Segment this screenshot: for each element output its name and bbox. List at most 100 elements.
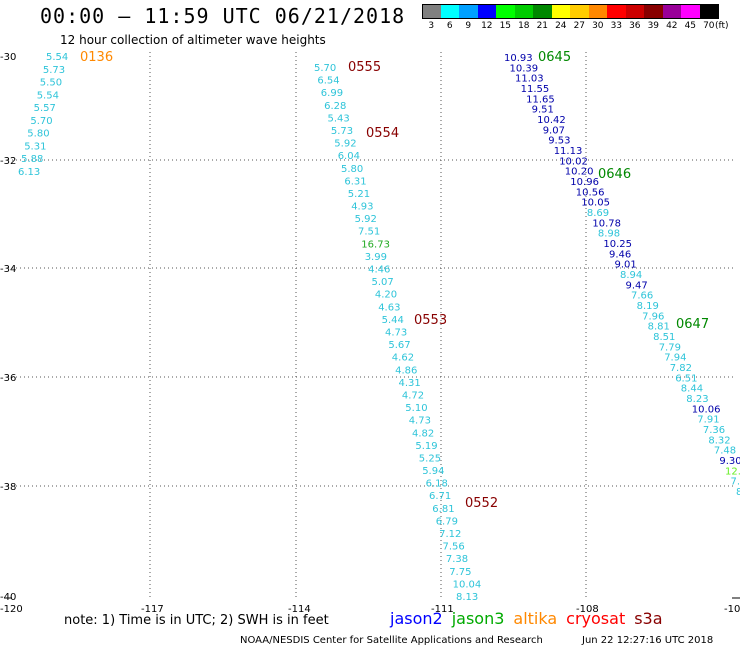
cryosat-wave-height: 4.82 (412, 428, 434, 439)
jason3-wave-height: 7.91 (697, 415, 719, 426)
jason3-wave-height: 10.42 (537, 115, 566, 126)
legend-swatch (570, 4, 589, 19)
lon-tick-label: -108 (576, 604, 599, 615)
footer-note: note: 1) Time is in UTC; 2) SWH is in fe… (64, 613, 329, 628)
cryosat-wave-height: 4.93 (351, 202, 373, 213)
legend-label: 30 (592, 21, 604, 31)
cryosat-wave-height: 10.04 (453, 579, 482, 590)
cryosat-wave-height: 7.12 (439, 529, 461, 540)
page-title: 00:00 – 11:59 UTC 06/21/2018 (40, 4, 406, 28)
cryosat-wave-height: 6.71 (429, 491, 451, 502)
legend-label: 36 (629, 21, 641, 31)
satellite-legend: jason2 jason3 altika cryosat s3a (390, 609, 672, 628)
cryosat-wave-height: 5.25 (419, 454, 441, 465)
cryosat-wave-height: 7.75 (449, 567, 471, 578)
cryosat-wave-height: 8.13 (456, 592, 478, 603)
altika-wave-height: 5.70 (30, 116, 52, 127)
cryosat-wave-height: 6.18 (426, 479, 448, 490)
jason3-wave-height: 10.20 (565, 167, 594, 178)
lon-tick-label: -111 (431, 604, 454, 615)
jason3-wave-height: 7.94 (664, 353, 686, 364)
legend-label: 3 (428, 21, 435, 31)
cryosat-wave-height: 5.07 (372, 277, 394, 288)
legend-unit: (ft) (715, 21, 729, 31)
jason3-wave-height: 9.47 (626, 280, 648, 291)
jason3-wave-height: 11.65 (526, 94, 555, 105)
cryosat-wave-height: 6.81 (432, 504, 454, 515)
cryosat-wave-height: 4.62 (392, 353, 414, 364)
jason3-wave-height: 10.96 (570, 177, 599, 188)
cryosat-wave-height: 16.73 (361, 239, 390, 250)
cryosat-wave-height: 4.31 (399, 378, 421, 389)
jason3-wave-height: 7.79 (659, 342, 681, 353)
legend-swatch (588, 4, 608, 19)
pass-time-label: 0553 (414, 313, 447, 328)
satellite-name-jason3: jason3 (451, 609, 505, 628)
jason3-wave-height: 9.46 (609, 249, 631, 260)
cryosat-wave-height: 6.54 (317, 76, 339, 87)
cryosat-wave-height: 7.56 (443, 542, 465, 553)
lat-tick-label: -32 (0, 156, 16, 167)
legend-label: 6 (446, 21, 453, 31)
legend-swatch (422, 4, 441, 19)
cryosat-wave-height: 3.99 (365, 252, 387, 263)
cryosat-wave-height: 4.72 (402, 391, 424, 402)
jason3-wave-height: 11.55 (521, 84, 550, 95)
pass-time-label: 0554 (366, 126, 399, 141)
jason3-wave-height: 7.96 (642, 311, 664, 322)
jason3-wave-height: 8.81 (648, 322, 670, 333)
legend-label: 18 (518, 21, 530, 31)
lon-tick-label: -10 (724, 604, 740, 615)
jason3-wave-height: 10.56 (576, 187, 605, 198)
legend-swatch (625, 4, 645, 19)
pass-time-label: 0555 (348, 60, 381, 75)
footer-credit: NOAA/NESDIS Center for Satellite Applica… (240, 635, 543, 646)
jason3-wave-height: 8.32 (708, 435, 730, 446)
cryosat-wave-height: 7.51 (358, 227, 380, 238)
legend-swatch (496, 4, 515, 19)
jason3-wave-height: 11.03 (515, 74, 544, 85)
legend-swatch (514, 4, 534, 19)
altika-wave-height: 5.54 (37, 90, 59, 101)
jason3-wave-height: 8.51 (653, 332, 675, 343)
legend-swatch (607, 4, 626, 19)
legend-label: 42 (666, 21, 678, 31)
jason3-wave-height: 10.06 (692, 404, 721, 415)
pass-time-label: 0647 (676, 317, 709, 332)
cryosat-wave-height: 5.21 (348, 189, 370, 200)
legend-swatch (533, 4, 552, 19)
jason3-wave-height: 7.48 (714, 446, 736, 457)
cryosat-wave-height: 5.92 (334, 139, 356, 150)
legend-swatch (699, 4, 719, 19)
jason3-wave-height: 10.93 (504, 53, 533, 64)
jason3-wave-height: 7.66 (631, 291, 653, 302)
legend-label: 12 (481, 21, 493, 31)
legend-swatch (477, 4, 497, 19)
lon-tick-label: -120 (0, 604, 23, 615)
satellite-name-cryosat: cryosat (566, 609, 626, 628)
footer-timestamp: Jun 22 12:27:16 UTC 2018 (582, 635, 714, 646)
lat-tick-label: -36 (0, 373, 16, 384)
lat-lon-grid: -120 -117 -114 -111 -108 -10 -30 -32 -34 -36 -38 -4… (0, 52, 740, 615)
jason3-wave-height: 10.39 (510, 63, 539, 74)
cryosat-wave-height: 5.43 (328, 113, 350, 124)
jason3-wave-height: 7.8 (731, 477, 740, 488)
legend-label: 39 (647, 21, 660, 31)
altika-wave-height: 5.31 (24, 141, 46, 152)
altika-wave-height: 5.80 (27, 129, 49, 140)
cryosat-wave-height: 6.79 (436, 516, 458, 527)
jason3-wave-height: 8.44 (681, 384, 703, 395)
cryosat-wave-height: 5.70 (314, 63, 336, 74)
altika-wave-height: 5.73 (43, 65, 65, 76)
jason3-wave-height: 9.53 (548, 136, 570, 147)
lat-tick-label: -34 (0, 264, 16, 275)
jason3-wave-height: 7.82 (670, 363, 692, 374)
altika-wave-height: 5.54 (46, 52, 68, 63)
jason3-wave-height: 8.94 (620, 270, 642, 281)
cryosat-wave-height: 4.20 (375, 290, 397, 301)
cryosat-wave-height: 4.63 (378, 302, 400, 313)
jason3-wave-height: 8.23 (686, 394, 708, 405)
legend-frame (422, 4, 718, 19)
